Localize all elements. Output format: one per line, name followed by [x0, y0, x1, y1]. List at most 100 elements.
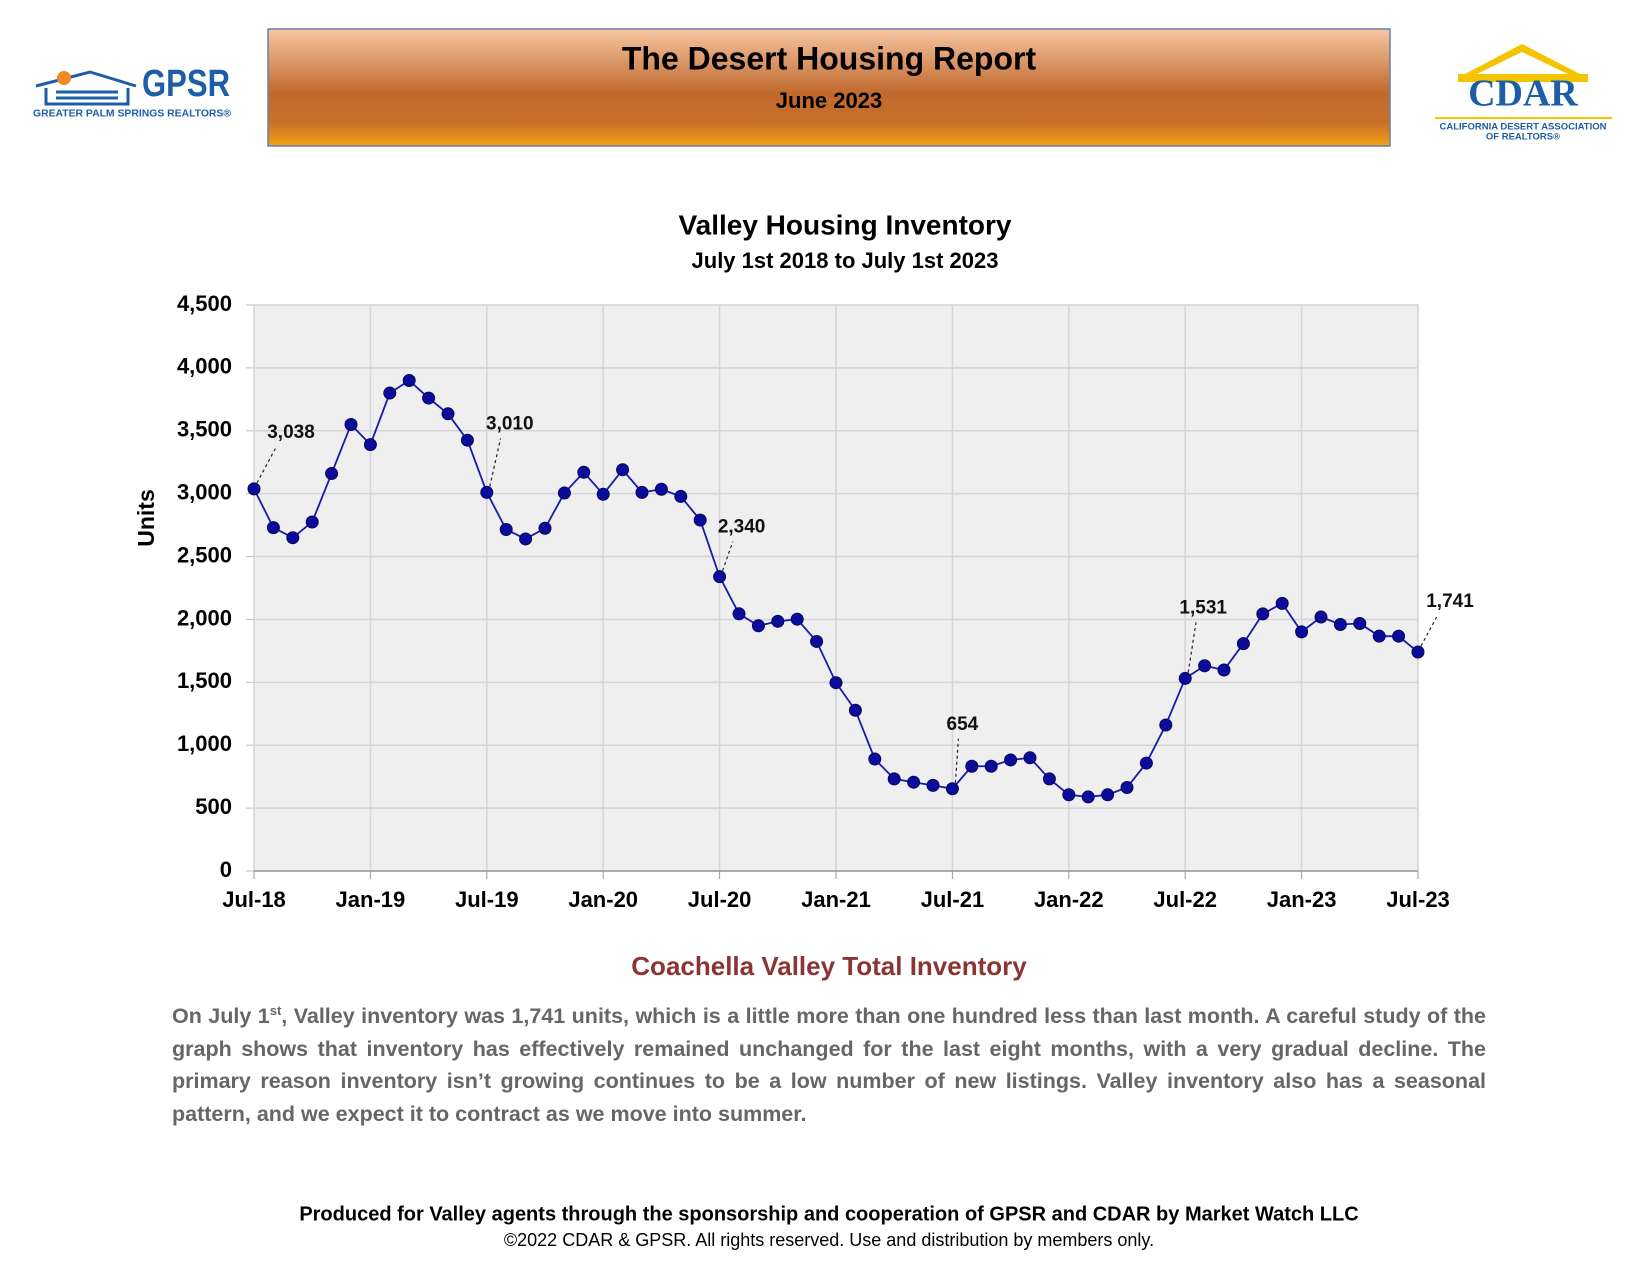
x-tick-label: Jan-23 [1267, 887, 1337, 912]
y-tick-label: 3,500 [177, 417, 232, 442]
label-leader [489, 438, 502, 487]
data-point [402, 373, 416, 387]
header-subtitle: June 2023 [776, 88, 882, 113]
x-tick-label: Jul-23 [1386, 887, 1450, 912]
data-point [325, 467, 339, 481]
data-point [499, 523, 513, 537]
data-point [654, 482, 668, 496]
data-point [1178, 671, 1192, 685]
y-tick-label: 4,500 [177, 291, 232, 316]
data-point [422, 391, 436, 405]
data-point [1004, 753, 1018, 767]
data-label: 2,340 [718, 517, 766, 538]
data-point [363, 438, 377, 452]
cdar-tagline: CALIFORNIA DESERT ASSOCIATION [1440, 122, 1607, 133]
y-tick-label: 500 [195, 794, 232, 819]
gpsr-tagline: GREATER PALM SPRINGS REALTORS® [33, 109, 232, 120]
data-point [1353, 616, 1367, 630]
data-point [383, 386, 397, 400]
data-label: 654 [947, 714, 979, 735]
y-tick-label: 2,500 [177, 542, 232, 567]
data-point [1217, 663, 1231, 677]
data-point [810, 634, 824, 648]
data-point [557, 486, 571, 500]
data-label: 3,038 [267, 422, 315, 443]
data-label: 3,010 [486, 413, 534, 434]
data-point [945, 782, 959, 796]
data-point [751, 619, 765, 633]
data-point [441, 407, 455, 421]
gpsr-logo [35, 70, 137, 106]
data-point [1392, 629, 1406, 643]
chart-title: Valley Housing Inventory [679, 209, 1012, 240]
data-point [577, 465, 591, 479]
data-point [926, 778, 940, 792]
cdar-tagline: OF REALTORS® [1486, 132, 1560, 143]
data-point [1139, 756, 1153, 770]
data-point [1198, 659, 1212, 673]
data-point [286, 531, 300, 545]
y-axis-label: Units [133, 489, 159, 547]
y-tick-label: 0 [220, 857, 232, 882]
data-label: 1,741 [1426, 591, 1474, 612]
y-tick-label: 2,000 [177, 605, 232, 630]
data-point [1101, 788, 1115, 802]
x-tick-label: Jul-22 [1153, 887, 1217, 912]
data-point [1120, 780, 1134, 794]
header-box [267, 28, 1391, 147]
data-point [266, 521, 280, 535]
data-point [1081, 790, 1095, 804]
x-tick-label: Jan-22 [1034, 887, 1104, 912]
data-point [616, 463, 630, 477]
data-point [732, 607, 746, 621]
x-tick-label: Jan-19 [336, 887, 406, 912]
data-point [1295, 625, 1309, 639]
label-leader [954, 738, 959, 783]
data-point [907, 775, 921, 789]
y-tick-label: 4,000 [177, 354, 232, 379]
caption-body: On July 1st, Valley inventory was 1,741 … [172, 1000, 1486, 1130]
y-tick-label: 1,500 [177, 668, 232, 693]
data-point [790, 612, 804, 626]
data-point [1314, 610, 1328, 624]
data-point [1042, 772, 1056, 786]
label-leader [1420, 615, 1438, 647]
data-point [887, 772, 901, 786]
data-point [635, 485, 649, 499]
caption-heading: Coachella Valley Total Inventory [631, 951, 1027, 981]
data-point [848, 703, 862, 717]
data-point [480, 485, 494, 499]
cdar-bar [1458, 74, 1588, 82]
body-text: , Valley inventory was 1,741 units, whic… [172, 1004, 1486, 1126]
header-title: The Desert Housing Report [622, 40, 1037, 76]
data-point [693, 513, 707, 527]
data-point [305, 515, 319, 529]
x-tick-label: Jan-21 [801, 887, 871, 912]
y-tick-label: 3,000 [177, 479, 232, 504]
body-text: On July 1 [172, 1004, 270, 1028]
data-point [984, 759, 998, 773]
data-point [519, 532, 533, 546]
x-tick-label: Jul-21 [921, 887, 985, 912]
gpsr-name: GPSR [142, 63, 230, 105]
label-leader [722, 541, 734, 571]
data-point [1062, 788, 1076, 802]
body-superscript: st [269, 1002, 282, 1018]
data-point [771, 614, 785, 628]
data-point [965, 759, 979, 773]
footer-copyright: ©2022 CDAR & GPSR. All rights reserved. … [504, 1230, 1154, 1250]
data-point [1236, 637, 1250, 651]
x-tick-label: Jul-18 [222, 887, 286, 912]
data-point [829, 676, 843, 690]
data-point [1275, 596, 1289, 610]
data-point [1023, 751, 1037, 765]
cdar-name: CDAR [1468, 73, 1578, 115]
data-point [460, 433, 474, 447]
x-tick-label: Jul-19 [455, 887, 519, 912]
chart-subtitle: July 1st 2018 to July 1st 2023 [692, 248, 999, 273]
data-point [1256, 607, 1270, 621]
label-leader [256, 446, 277, 484]
cdar-roof [1465, 44, 1580, 74]
